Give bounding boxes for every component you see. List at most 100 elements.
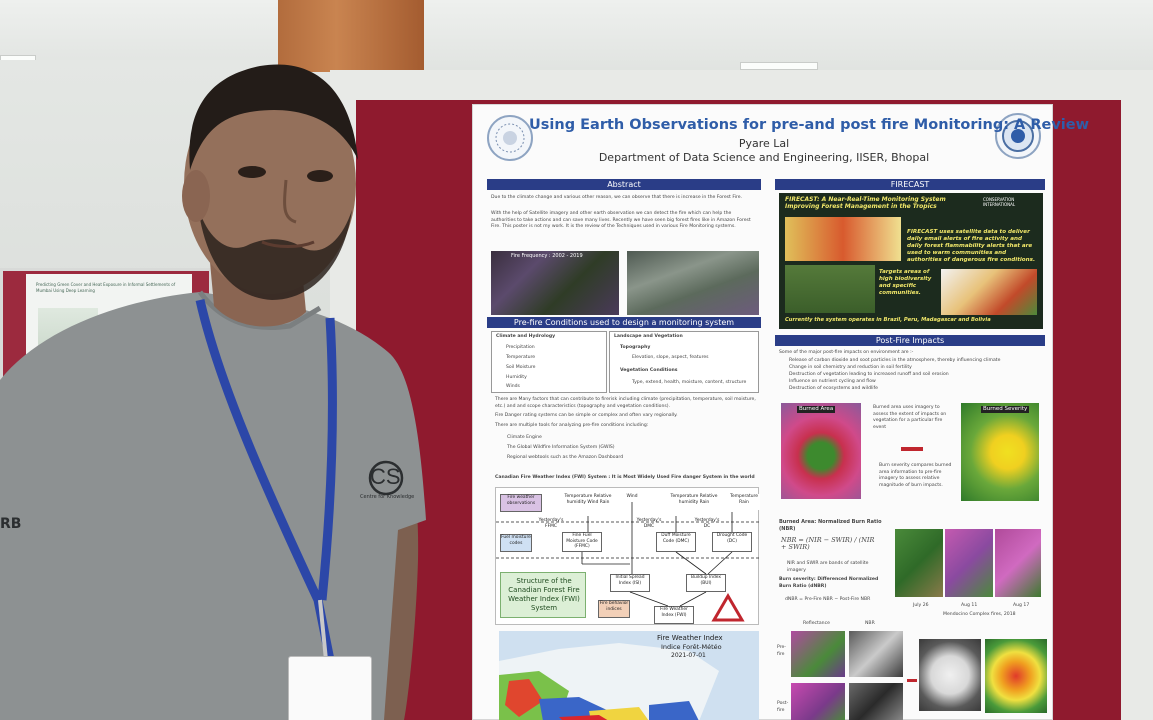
climate-item: Humidity bbox=[506, 375, 527, 380]
fwi-diagram: Fire weather observations Fuel moisture … bbox=[495, 487, 760, 625]
pre-fire-label: Pre-fire bbox=[777, 645, 786, 657]
fwi-arrows bbox=[496, 502, 760, 622]
date-label: Aug 11 bbox=[961, 603, 978, 608]
burned-area-label: Burned Area bbox=[797, 406, 836, 413]
prefire-tool: The Global Wildfire Information System (… bbox=[507, 445, 615, 450]
prefire-reflectance bbox=[791, 631, 845, 677]
postfire-intro: Some of the major post-fire impacts on e… bbox=[779, 350, 914, 355]
climate-title: Climate and Hydrology bbox=[496, 334, 556, 339]
fwi-box: Fire Weather Index (FWI) bbox=[654, 606, 694, 624]
fwi-map-subtitle: Indice Forêt-Météo bbox=[661, 643, 722, 651]
vegetation-label: Vegetation Conditions bbox=[620, 368, 678, 373]
burn-severity-text: Burn severity compares burned area infor… bbox=[879, 463, 952, 488]
arrow-icon bbox=[907, 679, 917, 682]
fwi-map: Fire Weather Index Indice Forêt-Météo 20… bbox=[499, 631, 759, 720]
dnbr-grey-map bbox=[919, 639, 981, 711]
climate-item: Precipitation bbox=[506, 345, 535, 350]
firecast-org: CONSERVATION INTERNATIONAL bbox=[983, 197, 1016, 207]
abstract-text-2: With the help of Satellite imagery and o… bbox=[491, 211, 751, 230]
ffmc-box: Fine Fuel Moisture Code (FFMC) bbox=[562, 532, 602, 552]
fire-weather-observations: Fire weather observations bbox=[500, 494, 542, 512]
firecast-targets: Targets areas of high biodiversity and s… bbox=[879, 269, 932, 296]
prefire-tool: Regional webtools such as the Amazon Das… bbox=[507, 455, 624, 460]
fire-frequency-map: Fire Frequency : 2002 - 2019 bbox=[491, 251, 619, 315]
arrow-icon bbox=[901, 447, 923, 451]
presenter-person bbox=[0, 64, 426, 720]
climate-box: Climate and Hydrology Precipitation Temp… bbox=[491, 331, 607, 393]
postfire-bullet: Destruction of ecosystems and wildlife bbox=[789, 386, 878, 391]
iiser-logo bbox=[487, 115, 533, 161]
fwi-map-date: 2021-07-01 bbox=[671, 652, 706, 659]
prefire-tool: Climate Engine bbox=[507, 435, 542, 440]
shirt-logo: CS bbox=[370, 464, 401, 489]
firecast-operates: Currently the system operates in Brazil,… bbox=[785, 317, 991, 323]
mendocino-caption: Mendocino Complex fires, 2018 bbox=[943, 612, 1016, 617]
abstract-text-1: Due to the climate change and various ot… bbox=[491, 195, 742, 200]
nbr-image-aug11 bbox=[945, 529, 993, 597]
fwi-heading: Canadian Fire Weather Index (FWI) System… bbox=[495, 475, 755, 480]
prefire-bullet: Fire Danger rating systems can be simple… bbox=[495, 413, 678, 418]
postfire-reflectance bbox=[791, 683, 845, 720]
abstract-heading: Abstract bbox=[487, 179, 761, 190]
reflectance-label: Reflectance bbox=[803, 621, 830, 626]
postfire-nbr bbox=[849, 683, 903, 720]
prefire-heading: Pre-fire Conditions used to design a mon… bbox=[487, 317, 761, 328]
vegetation-items: Type, extend, health, moisture, content,… bbox=[632, 380, 747, 385]
fire-behavior-indices: Fire behavior indices bbox=[598, 600, 630, 618]
dmc-box: Duff Moisture Code (DMC) bbox=[656, 532, 696, 552]
prefire-bullet: There are Many factors that can contribu… bbox=[495, 397, 756, 409]
burned-area-image: Burned Area bbox=[781, 403, 861, 499]
dnbr-heading: Burn severity: Differenced Normalized Bu… bbox=[779, 577, 879, 589]
nbr-label: NBR bbox=[865, 621, 875, 626]
satellite-image bbox=[627, 251, 759, 315]
firecast-panel: FIRECAST: A Near-Real-Time Monitoring Sy… bbox=[779, 193, 1043, 329]
climate-item: Winds bbox=[506, 384, 520, 389]
postfire-bullet: Influence on nutrient cycling and flow bbox=[789, 379, 876, 384]
postfire-bullet: Release of carbon dioxide and soot parti… bbox=[789, 358, 1001, 363]
fwi-yesterday-label: Yesterday's FFMC bbox=[536, 518, 566, 530]
fwi-structure-label-box: Structure of the Canadian Forest Fire We… bbox=[500, 572, 586, 618]
dnbr-formula: dNBR = Pre-Fire NBR − Post-Fire NBR bbox=[785, 597, 871, 602]
fwi-input-label: Temperature Rain bbox=[728, 494, 760, 510]
dnbr-color-map bbox=[985, 639, 1047, 713]
postfire-heading: Post-Fire Impacts bbox=[775, 335, 1045, 346]
fire-frequency-label: Fire Frequency : 2002 - 2019 bbox=[511, 253, 583, 259]
department-logo bbox=[995, 113, 1041, 159]
nbr-heading: Burned Area: Normalized Burn Ratio (NBR) bbox=[779, 519, 882, 532]
poster-department: Department of Data Science and Engineeri… bbox=[598, 151, 930, 164]
fwi-yesterday-label: Yesterday's DMC bbox=[634, 518, 664, 530]
name-badge bbox=[288, 656, 372, 720]
nbr-formula: NBR = (NIR − SWIR) / (NIR + SWIR) bbox=[781, 536, 875, 551]
fwi-yesterday-label: Yesterday's DC bbox=[692, 518, 722, 530]
firecast-map bbox=[785, 217, 901, 261]
burned-area-text: Burned area uses imagery to assess the e… bbox=[873, 405, 947, 430]
dc-box: Drought Code (DC) bbox=[712, 532, 752, 552]
research-poster: Using Earth Observations for pre-and pos… bbox=[472, 104, 1089, 720]
postfire-bullet: Destruction of vegetation leading to inc… bbox=[789, 372, 949, 377]
topography-label: Topography bbox=[620, 345, 651, 350]
burned-severity-label: Burned Severity bbox=[981, 406, 1030, 413]
post-fire-label: Post-fire bbox=[777, 701, 789, 713]
firecast-alert-image bbox=[941, 269, 1037, 315]
landscape-title: Landscape and Vegetation bbox=[614, 334, 683, 339]
firecast-heading-bar: FIRECAST bbox=[775, 179, 1045, 190]
bui-box: Buildup Index (BUI) bbox=[686, 574, 726, 592]
date-label: July 26 bbox=[913, 603, 929, 608]
topography-items: Elevation, slope, aspect, features bbox=[632, 355, 709, 360]
nbr-image-july bbox=[895, 529, 943, 597]
climate-item: Temperature bbox=[506, 355, 536, 360]
fwi-input-label: Temperature Relative humidity Rain bbox=[668, 494, 720, 514]
fuel-moisture-codes: Fuel moisture codes bbox=[500, 534, 532, 552]
date-label: Aug 17 bbox=[1013, 603, 1030, 608]
burned-severity-image: Burned Severity bbox=[961, 403, 1039, 501]
nbr-image-aug17 bbox=[995, 529, 1041, 597]
climate-item: Soil Moisture bbox=[506, 365, 536, 370]
sleeve-logo: RB bbox=[0, 516, 22, 532]
postfire-bullet: Change in soil chemistry and reduction i… bbox=[789, 365, 912, 370]
wood-pillar bbox=[278, 0, 424, 72]
nbr-note: NIR and SWIR are bands of satellite imag… bbox=[787, 561, 869, 573]
fwi-map-title: Fire Weather Index bbox=[657, 634, 723, 642]
firecast-description: FIRECAST uses satellite data to deliver … bbox=[907, 229, 1036, 263]
poster-author: Pyare Lal bbox=[738, 137, 790, 150]
